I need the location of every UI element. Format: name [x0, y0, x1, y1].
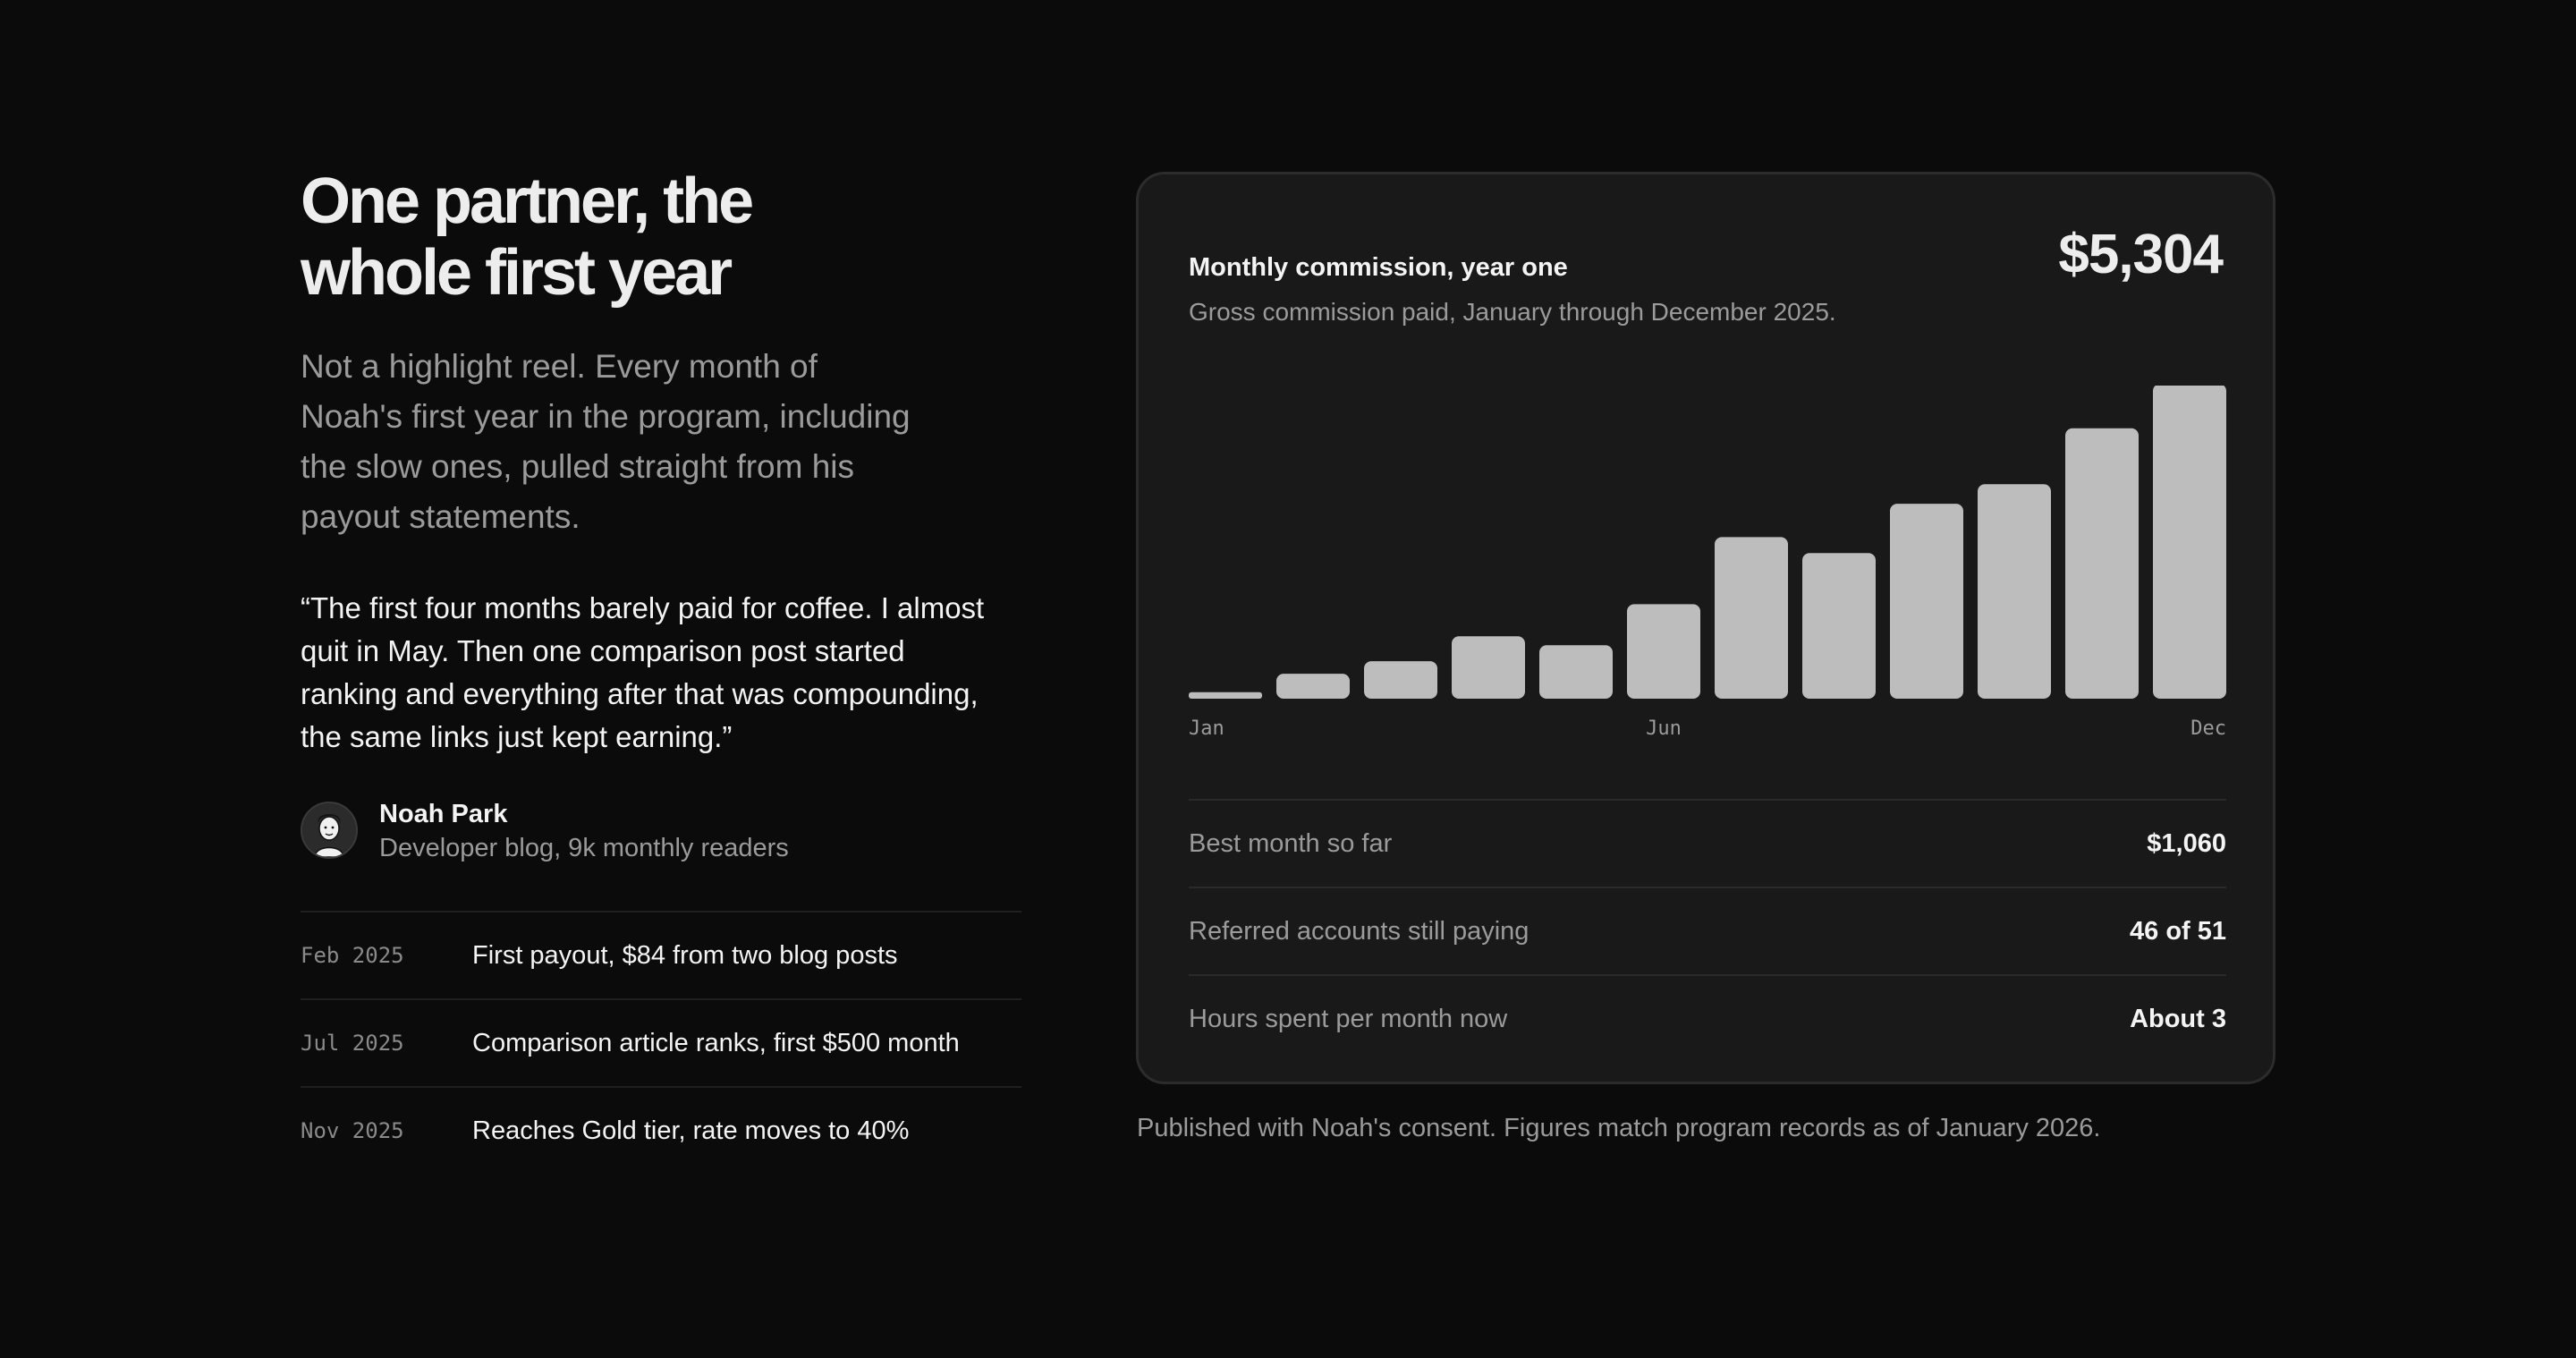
bar-nov [2065, 428, 2139, 699]
story-column: One partner, the whole first year Not a … [301, 166, 1021, 1174]
tick-label-jun: Jun [1646, 717, 1682, 740]
bar-oct [1978, 484, 2051, 699]
timeline-row: Feb 2025 First payout, $84 from two blog… [301, 912, 1021, 1000]
stat-label: Hours spent per month now [1189, 1004, 1508, 1033]
bar-apr [1452, 636, 1525, 699]
stat-value: About 3 [2130, 1004, 2226, 1033]
bar-jun [1627, 604, 1700, 699]
bar-jan [1189, 692, 1262, 699]
stat-row: Best month so far $1,060 [1189, 799, 2226, 887]
timeline-text: Reaches Gold tier, rate moves to 40% [472, 1116, 910, 1145]
timeline-text: Comparison article ranks, first $500 mon… [472, 1028, 960, 1057]
milestone-timeline: Feb 2025 First payout, $84 from two blog… [301, 911, 1021, 1174]
intro-paragraph: Not a highlight reel. Every month of Noa… [301, 348, 911, 535]
bar-mar [1364, 661, 1437, 699]
stat-label: Best month so far [1189, 828, 1393, 858]
consent-footnote: Published with Noah's consent. Figures m… [1137, 1114, 2101, 1142]
author-text: Noah Park Developer blog, 9k monthly rea… [379, 798, 789, 866]
stat-row: Hours spent per month now About 3 [1189, 974, 2226, 1062]
stat-label: Referred accounts still paying [1189, 916, 1530, 946]
monthly-commission-chart: Jan Jun Dec [1189, 386, 2226, 740]
timeline-date: Feb 2025 [301, 943, 404, 968]
timeline-date: Jul 2025 [301, 1031, 404, 1056]
timeline-text: First payout, $84 from two blog posts [472, 940, 898, 970]
author-meta: Developer blog, 9k monthly readers [379, 834, 789, 862]
bar-aug [1802, 553, 1876, 699]
card-title: Monthly commission, year one [1189, 253, 1568, 282]
total-commission: $5,304 [2058, 224, 2224, 285]
timeline-row: Nov 2025 Reaches Gold tier, rate moves t… [301, 1088, 1021, 1174]
stat-row: Referred accounts still paying 46 of 51 [1189, 887, 2226, 974]
card-subtitle: Gross commission paid, January through D… [1189, 298, 1836, 326]
page-title: One partner, the whole first year [301, 166, 754, 309]
commission-card: Monthly commission, year one Gross commi… [1136, 172, 2275, 1084]
stat-value: 46 of 51 [2130, 916, 2226, 946]
testimonial-quote: “The first four months barely paid for c… [301, 591, 985, 753]
bar-dec [2153, 386, 2226, 699]
stats-list: Best month so far $1,060 Referred accoun… [1189, 799, 2226, 1062]
tick-label-jan: Jan [1189, 717, 1224, 740]
author-block: Noah Park Developer blog, 9k monthly rea… [301, 798, 1021, 866]
timeline-date: Nov 2025 [301, 1118, 404, 1143]
timeline-row: Jul 2025 Comparison article ranks, first… [301, 1000, 1021, 1088]
person-illustration-icon [302, 803, 356, 857]
author-name: Noah Park [379, 800, 508, 828]
avatar [301, 802, 358, 859]
stat-value: $1,060 [2147, 828, 2226, 858]
bar-may [1539, 645, 1613, 699]
tick-label-dec: Dec [2190, 717, 2226, 740]
bar-feb [1276, 674, 1350, 699]
bar-jul [1715, 537, 1788, 699]
bar-sep [1890, 504, 1963, 699]
